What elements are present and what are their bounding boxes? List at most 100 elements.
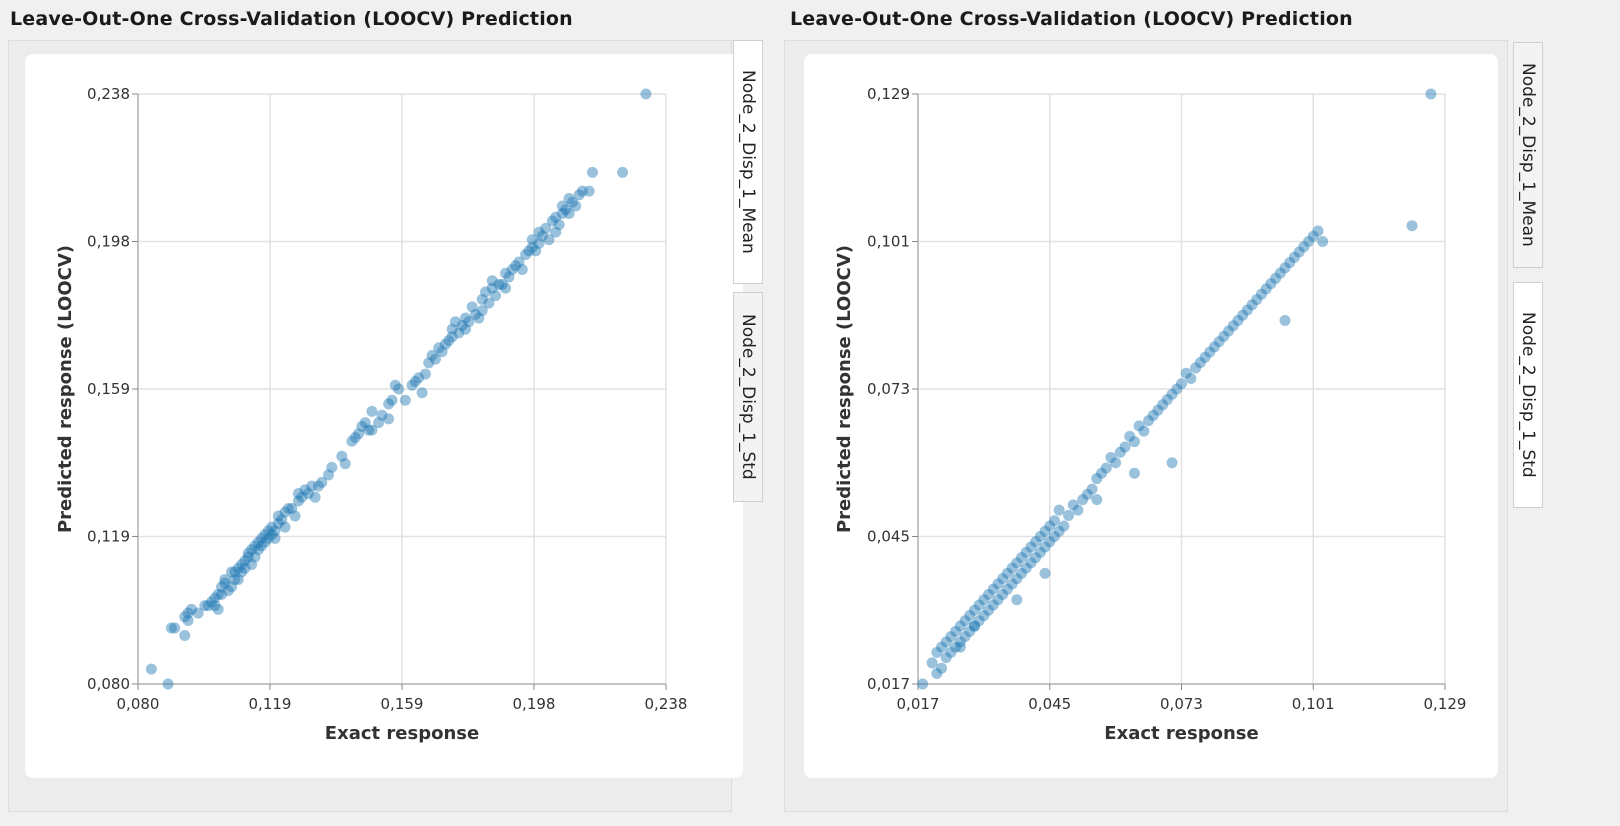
data-point bbox=[566, 196, 578, 208]
data-point bbox=[1199, 351, 1211, 363]
data-point bbox=[1011, 557, 1023, 569]
data-point bbox=[443, 334, 455, 346]
data-point bbox=[1255, 288, 1267, 300]
data-point bbox=[359, 417, 371, 429]
data-point bbox=[259, 529, 271, 541]
data-point bbox=[299, 484, 311, 496]
tab-node-2-disp-1-mean[interactable]: Node_2_Disp_1_Mean bbox=[1513, 42, 1543, 268]
data-point bbox=[419, 368, 431, 380]
data-point bbox=[546, 215, 558, 227]
data-point bbox=[640, 88, 652, 100]
y-tick-label: 0,129 bbox=[867, 85, 910, 103]
data-point bbox=[262, 532, 274, 544]
data-point bbox=[1152, 404, 1164, 416]
tab-node-2-disp-1-mean[interactable]: Node_2_Disp_1_Mean bbox=[733, 40, 763, 284]
data-point bbox=[1058, 520, 1070, 532]
data-point bbox=[1317, 236, 1329, 247]
data-point bbox=[968, 620, 980, 632]
y-tick-label: 0,119 bbox=[87, 528, 130, 546]
data-point bbox=[1166, 457, 1178, 469]
data-point bbox=[433, 342, 445, 354]
data-point bbox=[950, 641, 962, 653]
y-tick-label: 0,073 bbox=[867, 380, 910, 398]
data-point bbox=[259, 536, 271, 548]
data-point bbox=[486, 282, 498, 294]
data-point bbox=[1020, 546, 1032, 558]
data-point bbox=[1176, 378, 1187, 390]
data-point bbox=[239, 555, 251, 567]
data-point bbox=[520, 249, 532, 261]
data-point bbox=[192, 607, 204, 619]
data-point bbox=[1030, 552, 1042, 564]
data-point bbox=[573, 189, 585, 201]
data-point bbox=[1251, 293, 1263, 305]
data-point bbox=[226, 566, 238, 578]
data-point bbox=[326, 461, 338, 473]
data-point bbox=[978, 594, 990, 606]
data-point bbox=[926, 657, 938, 669]
data-point bbox=[456, 320, 468, 332]
y-tick-label: 0,198 bbox=[87, 233, 130, 251]
data-point bbox=[262, 525, 274, 537]
data-point bbox=[209, 592, 221, 604]
y-tick-label: 0,101 bbox=[867, 233, 910, 251]
data-point bbox=[1006, 578, 1018, 590]
data-point bbox=[1246, 299, 1258, 311]
data-point bbox=[1166, 388, 1178, 400]
x-tick-label: 0,129 bbox=[1424, 695, 1467, 713]
data-point bbox=[356, 420, 368, 432]
data-point bbox=[1011, 594, 1023, 606]
data-point bbox=[1128, 436, 1140, 448]
data-point bbox=[1034, 531, 1046, 542]
data-point bbox=[1218, 330, 1230, 342]
data-point bbox=[229, 566, 241, 578]
data-point bbox=[483, 297, 495, 309]
data-point bbox=[1307, 230, 1319, 242]
data-point bbox=[252, 536, 264, 548]
data-point bbox=[272, 510, 284, 522]
x-tick-label: 0,017 bbox=[897, 695, 940, 713]
data-point bbox=[523, 245, 535, 257]
data-point bbox=[1204, 346, 1216, 358]
data-point bbox=[1194, 357, 1206, 369]
data-point bbox=[973, 599, 985, 611]
data-point bbox=[246, 559, 258, 571]
data-point bbox=[1016, 567, 1028, 579]
data-point bbox=[536, 230, 548, 242]
data-point bbox=[1161, 394, 1173, 406]
data-point bbox=[276, 514, 288, 526]
data-point bbox=[493, 278, 505, 290]
data-point bbox=[459, 312, 471, 324]
data-point bbox=[1270, 272, 1282, 284]
data-point bbox=[1128, 467, 1140, 479]
data-point bbox=[983, 604, 995, 616]
tab-node-2-disp-1-std[interactable]: Node_2_Disp_1_Std bbox=[733, 292, 763, 502]
data-point bbox=[1067, 499, 1079, 511]
data-point bbox=[506, 264, 518, 276]
data-point bbox=[476, 305, 488, 317]
data-point bbox=[486, 275, 498, 287]
data-point bbox=[1039, 541, 1051, 553]
data-point bbox=[543, 234, 555, 246]
loocv-panel-std: Leave-Out-One Cross-Validation (LOOCV) P… bbox=[784, 0, 1620, 826]
data-point bbox=[446, 323, 458, 335]
tab-node-2-disp-1-std[interactable]: Node_2_Disp_1_Std bbox=[1513, 282, 1543, 508]
data-point bbox=[272, 517, 284, 529]
data-point bbox=[162, 678, 174, 690]
data-point bbox=[349, 432, 361, 444]
data-point bbox=[182, 615, 194, 627]
data-point bbox=[931, 667, 943, 679]
data-point bbox=[366, 424, 378, 436]
panel-title: Leave-Out-One Cross-Validation (LOOCV) P… bbox=[10, 8, 573, 30]
data-point bbox=[516, 264, 528, 276]
data-point bbox=[406, 379, 418, 391]
data-point bbox=[1298, 241, 1310, 253]
data-point bbox=[1232, 315, 1244, 327]
data-point bbox=[1016, 552, 1028, 564]
data-point bbox=[383, 413, 395, 425]
data-point bbox=[1011, 573, 1023, 585]
data-point bbox=[510, 260, 522, 272]
data-point bbox=[413, 372, 425, 384]
data-point bbox=[279, 506, 291, 518]
data-point bbox=[219, 573, 231, 585]
